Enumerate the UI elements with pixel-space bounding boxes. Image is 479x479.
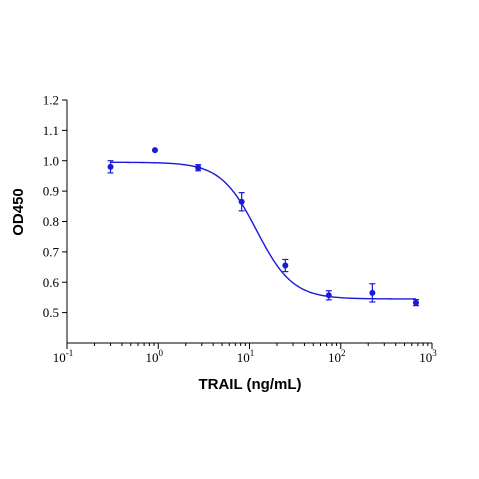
data-point (412, 299, 419, 306)
y-tick-label: 1.1 (43, 123, 59, 138)
y-tick-label: 1.2 (43, 93, 59, 108)
plot-area: 0.5 0.6 0.7 0.8 0.9 1.0 1.1 1.2 10-1 100 101 102 103 (43, 93, 438, 366)
y-tick-label: 0.5 (43, 305, 59, 320)
y-tick-label: 0.8 (43, 214, 59, 229)
x-tick-label: 103 (419, 348, 437, 365)
y-tick-label: 0.6 (43, 275, 60, 290)
x-tick-label: 10-1 (53, 348, 74, 365)
x-axis-title: TRAIL (ng/mL) (198, 376, 301, 393)
y-tick-label: 1.0 (43, 153, 59, 168)
x-tick-label: 101 (237, 348, 255, 365)
data-point (195, 164, 202, 171)
x-tick-label: 100 (146, 348, 164, 365)
data-point (107, 163, 114, 170)
y-tick-label: 0.7 (43, 244, 60, 259)
data-point (238, 198, 245, 205)
data-point (151, 147, 158, 154)
data-point (282, 262, 289, 269)
fit-curve (110, 161, 416, 300)
y-tick-label: 0.9 (43, 184, 59, 199)
data-point (369, 289, 376, 296)
x-tick-label: 102 (328, 348, 346, 365)
data-point (325, 292, 332, 299)
y-axis-title: OD450 (10, 188, 27, 236)
